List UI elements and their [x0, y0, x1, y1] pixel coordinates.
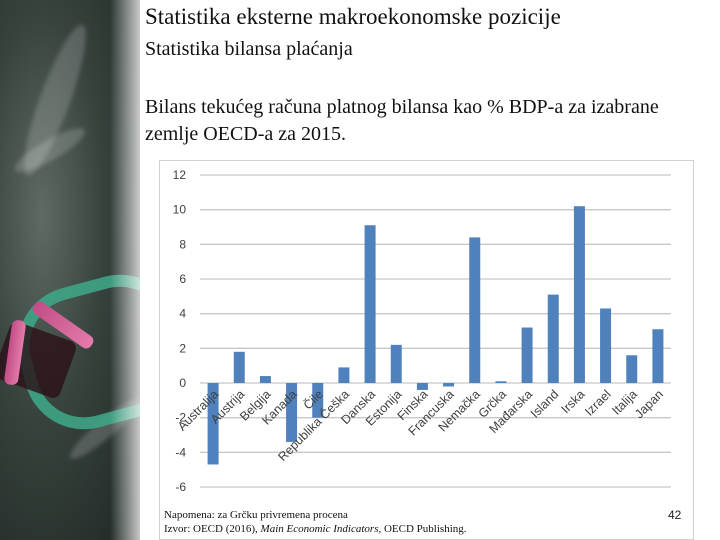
bar: [469, 237, 481, 383]
bar: [443, 383, 455, 387]
bar: [600, 308, 612, 383]
source-title: Main Economic Indicators: [260, 523, 379, 535]
bar: [312, 383, 324, 418]
y-tick-label: -4: [175, 445, 186, 459]
bar: [626, 355, 638, 383]
bar: [416, 383, 428, 390]
bar: [364, 225, 376, 383]
note-greece: Napomena: za Grčku privremena procena: [164, 509, 348, 521]
bar: [521, 327, 533, 383]
y-tick-label: -2: [175, 411, 186, 425]
slide-title: Statistika eksterne makroekonomske pozic…: [145, 4, 561, 29]
y-tick-label: 4: [179, 307, 186, 321]
y-tick-label: 6: [179, 272, 186, 286]
bar: [207, 383, 219, 465]
chart-heading: Bilans tekućeg računa platnog bilansa ka…: [145, 96, 659, 145]
y-tick-label: 12: [173, 168, 187, 182]
bar: [286, 383, 298, 442]
source-suffix: , OECD Publishing.: [378, 523, 467, 535]
x-tick-label: Irska: [558, 387, 587, 416]
x-tick-label: Izrael: [582, 387, 614, 419]
bar: [573, 206, 585, 383]
y-tick-label: -6: [175, 480, 186, 494]
bar: [233, 351, 245, 383]
current-account-bar-chart: -6-4-2024681012AustralijaAustrijaBelgija…: [173, 168, 671, 494]
x-tick-label: Island: [528, 387, 562, 421]
y-tick-label: 8: [179, 237, 186, 251]
page-number: 42: [668, 508, 682, 522]
bar: [338, 367, 350, 383]
y-tick-label: 10: [173, 203, 187, 217]
chart-notes: Napomena: za Grčku privremena procena Iz…: [164, 508, 467, 536]
bar: [259, 376, 271, 383]
source-line: Izvor: OECD (2016), Main Economic Indica…: [164, 522, 467, 536]
y-tick-label: 2: [179, 341, 186, 355]
bar: [495, 381, 507, 383]
y-tick-label: 0: [179, 376, 186, 390]
bar: [390, 344, 402, 383]
x-tick-label: Japan: [632, 387, 666, 421]
bar: [652, 329, 664, 383]
slide-subtitle: Statistika bilansa plaćanja: [145, 38, 353, 60]
bar: [547, 294, 559, 383]
source-prefix: Izvor: OECD (2016),: [164, 523, 261, 535]
